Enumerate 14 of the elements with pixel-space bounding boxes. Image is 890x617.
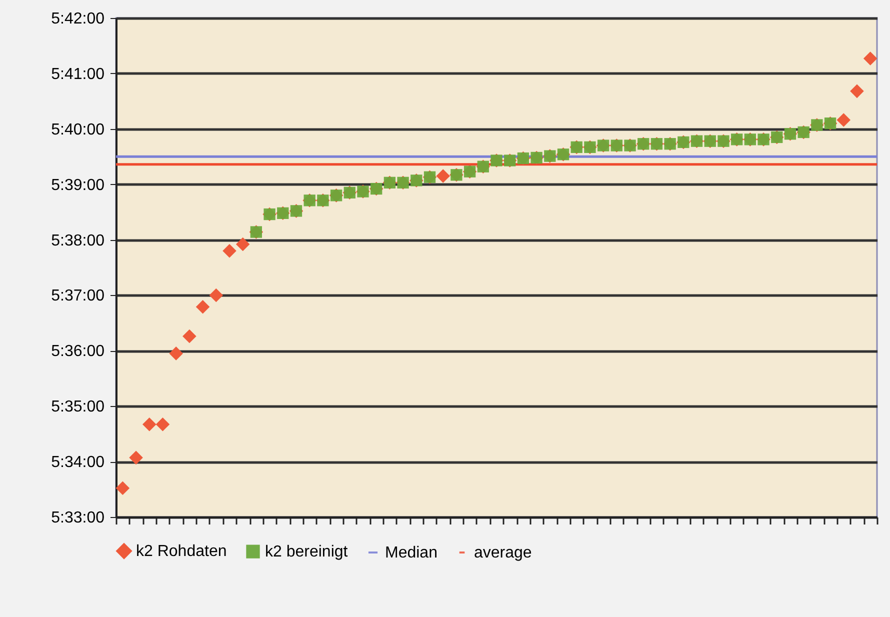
y-tick-label: 5:34:00 (51, 454, 105, 472)
y-tick-label: 5:37:00 (51, 288, 105, 305)
y-tick-label: 5:36:00 (51, 343, 105, 360)
legend-label: average (474, 544, 532, 562)
legend-label: Median (385, 544, 438, 562)
legend-label: k2 bereinigt (265, 544, 348, 561)
legend-label: k2 Rohdaten (136, 543, 227, 560)
y-tick-label: 5:33:00 (51, 510, 105, 526)
y-tick-label: 5:41:00 (51, 66, 105, 83)
y-tick-label: 5:40:00 (51, 121, 105, 138)
y-tick-label: 5:38:00 (51, 232, 105, 250)
y-tick-label: 5:42:00 (51, 10, 105, 28)
y-tick-label: 5:35:00 (51, 398, 105, 416)
y-tick-label: 5:39:00 (51, 176, 105, 194)
